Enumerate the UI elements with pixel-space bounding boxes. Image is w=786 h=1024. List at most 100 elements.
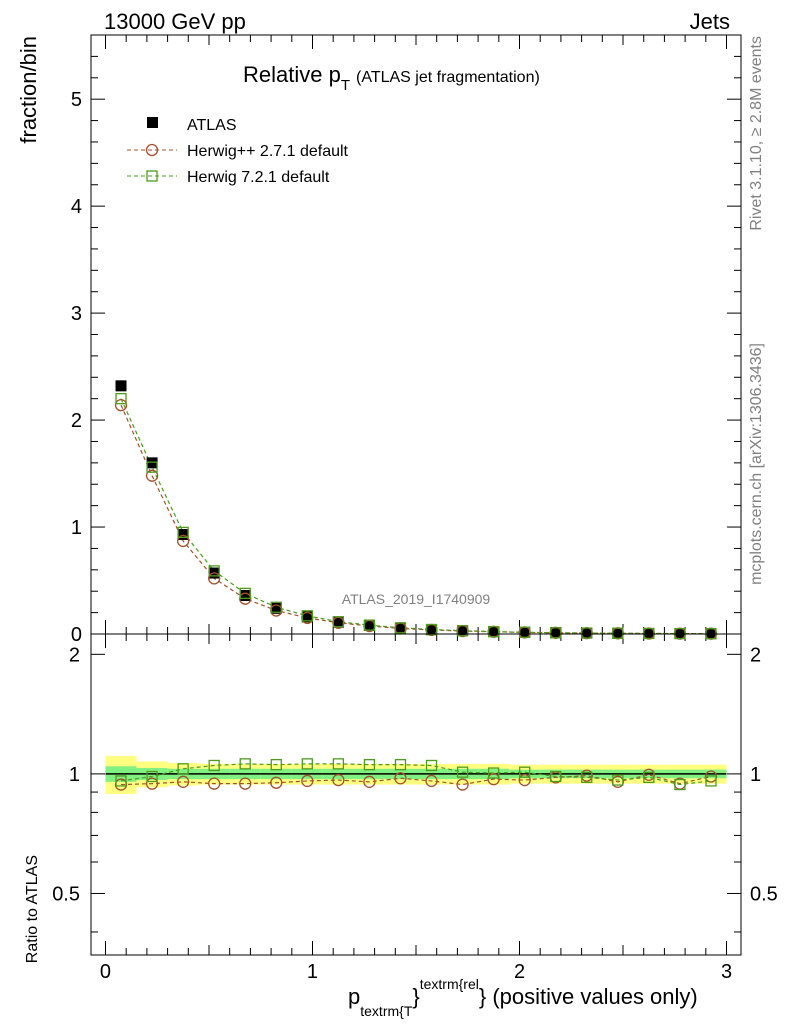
atlas-point <box>612 627 624 639</box>
ratio-herwig7-point <box>705 775 717 787</box>
ratio-herwig7-point <box>643 771 655 784</box>
x-tick-label: 2 <box>514 961 525 983</box>
ratio-herwigpp-point <box>456 778 469 791</box>
ratio-y-tick-label-left: 2 <box>69 644 80 666</box>
herwig7-point <box>550 627 562 639</box>
herwig7-point <box>177 526 189 539</box>
ylabel-bottom: Ratio to ATLAS <box>24 855 41 963</box>
title-main: Relative p <box>243 62 341 87</box>
ratio-herwigpp-point <box>425 774 438 788</box>
herwig7-point <box>301 610 313 622</box>
herwig7-point <box>239 587 251 600</box>
herwig7-point <box>581 627 593 639</box>
herwigpp-point <box>176 534 190 548</box>
title-sub: T <box>341 77 350 94</box>
ratio-y-tick-label-right: 2 <box>750 644 761 666</box>
atlas-point <box>550 627 562 639</box>
xlabel-sup: textrm{rel <box>420 976 479 992</box>
atlas-point <box>239 589 251 601</box>
y-tick-label-top: 1 <box>71 517 82 539</box>
y-tick-label-top: 4 <box>71 196 82 218</box>
title-paren: (ATLAS jet fragmentation) <box>356 69 540 86</box>
legend-label-herwigpp: Herwig++ 2.7.1 default <box>187 143 349 160</box>
ratio-herwig7-point <box>208 759 220 772</box>
ratio-herwigpp-point <box>394 772 407 785</box>
herwig7-point <box>612 627 624 639</box>
atlas-point <box>457 625 469 637</box>
herwig7-point <box>643 627 655 640</box>
herwigpp-point <box>208 572 221 585</box>
ratio-y-tick-label-left: 1 <box>69 764 80 786</box>
y-tick-label-top: 3 <box>71 303 82 325</box>
legend-marker-herwigpp <box>145 143 159 157</box>
ratio-herwig7-point <box>332 758 345 770</box>
ratio-y-tick-label-right: 1 <box>750 764 761 786</box>
ratio-herwig7-point <box>487 767 500 779</box>
ratio-herwig7-point <box>394 759 407 771</box>
legend-marker-herwig7 <box>146 170 158 182</box>
xlabel-brace: } <box>412 984 419 1009</box>
ratio-y-tick-label-left: 0.5 <box>52 883 80 905</box>
legend-label-herwig7: Herwig 7.2.1 default <box>187 169 330 186</box>
ratio-herwig7-point <box>239 758 251 770</box>
ratio-herwig7-point <box>363 759 376 771</box>
herwig7-point <box>456 625 469 637</box>
atlas-point <box>301 611 313 623</box>
ratio-herwig7-point <box>550 770 562 783</box>
herwig7-point <box>425 623 438 636</box>
ratio-herwig7-point <box>425 759 438 772</box>
ratio-herwig7-point <box>115 775 127 787</box>
header-right: Jets <box>690 9 730 34</box>
ratio-herwig7-point <box>456 766 469 778</box>
ratio-herwigpp-point <box>487 772 500 786</box>
header-left: 13000 GeV pp <box>104 9 246 34</box>
xlabel-sub: textrm{T <box>360 1003 413 1019</box>
ratio-herwigpp-point <box>332 773 345 787</box>
atlas-point <box>146 457 158 469</box>
atlas-point <box>426 624 438 636</box>
herwig7-point <box>270 601 282 613</box>
herwig7-point <box>487 625 500 638</box>
ratio-herwigpp-point <box>208 777 221 790</box>
y-tick-label-top: 2 <box>71 410 82 432</box>
legend-label-atlas: ATLAS <box>187 117 237 134</box>
ratio-herwig7-point <box>146 770 158 783</box>
atlas-point <box>643 627 655 639</box>
atlas-point <box>270 602 282 614</box>
ratio-herwig7-point <box>177 763 189 775</box>
chart-title: Relative pT (ATLAS jet fragmentation) <box>243 62 540 94</box>
ratio-herwigpp-point <box>145 777 159 790</box>
ratio-herwig7-point <box>519 766 531 778</box>
ratio-herwig7-point <box>581 771 593 784</box>
atlas-point <box>519 626 531 638</box>
mcplots-label: mcplots.cern.ch [arXiv:1306.3436] <box>748 343 765 585</box>
herwig7-point <box>332 616 345 628</box>
xlabel: ptextrm{T}textrm{rel} (positive values o… <box>348 976 698 1019</box>
ratio-herwigpp-point <box>176 775 190 788</box>
x-tick-label: 3 <box>721 961 732 983</box>
ratio-y-tick-label-right: 0.5 <box>750 883 778 905</box>
atlas-point <box>115 380 127 392</box>
herwig7-point <box>208 565 220 577</box>
herwigpp-point <box>145 469 159 482</box>
watermark: ATLAS_2019_I1740909 <box>342 591 491 607</box>
ratio-herwig7-point <box>270 759 282 771</box>
atlas-point <box>581 627 593 639</box>
legend-marker-atlas <box>147 117 158 128</box>
ratio-herwigpp-point <box>518 773 531 787</box>
herwig7-point <box>146 461 158 473</box>
atlas-point <box>363 619 375 631</box>
ratio-herwig7-point <box>674 778 686 791</box>
bottom-panel-ticks: 0.5 0.5 1 1 2 2 0 1 2 3 <box>52 634 778 983</box>
atlas-point <box>394 622 406 634</box>
xlabel-tail: } (positive values only) <box>479 984 698 1009</box>
ratio-uncertainty-bands <box>105 755 727 794</box>
herwigpp-point <box>114 398 128 412</box>
ratio-herwig7-point <box>301 758 313 770</box>
ratio-herwigpp-point <box>363 775 376 788</box>
rivet-label: Rivet 3.1.10, ≥ 2.8M events <box>748 36 765 231</box>
ratio-herwigpp-point <box>301 774 314 788</box>
atlas-point <box>177 529 189 541</box>
herwig7-point <box>394 622 407 634</box>
